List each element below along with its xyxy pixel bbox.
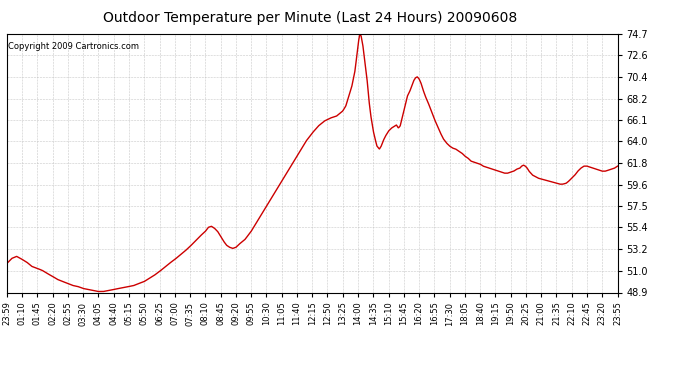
Text: Copyright 2009 Cartronics.com: Copyright 2009 Cartronics.com	[8, 42, 139, 51]
Text: Outdoor Temperature per Minute (Last 24 Hours) 20090608: Outdoor Temperature per Minute (Last 24 …	[104, 11, 518, 25]
